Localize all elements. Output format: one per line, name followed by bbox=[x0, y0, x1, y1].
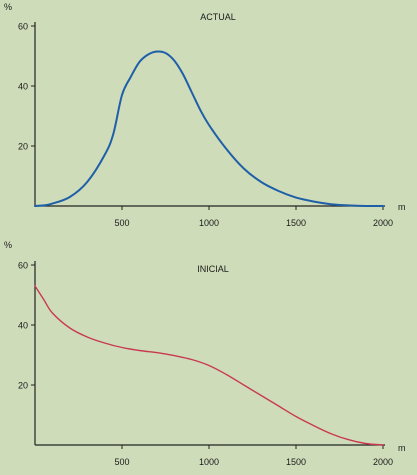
chart-title: INICIAL bbox=[197, 264, 229, 274]
x-tick-label: 1000 bbox=[199, 457, 219, 467]
series-line bbox=[34, 285, 384, 446]
y-axis-label: % bbox=[4, 240, 12, 250]
y-tick-label: 20 bbox=[18, 142, 28, 152]
x-axis-label: m bbox=[398, 443, 406, 453]
y-tick-label: 40 bbox=[18, 321, 28, 331]
series-line bbox=[34, 50, 384, 208]
x-tick-label: 2000 bbox=[373, 218, 393, 228]
y-tick-label: 40 bbox=[18, 82, 28, 92]
y-tick-label: 20 bbox=[18, 381, 28, 391]
x-tick-label: 1000 bbox=[199, 218, 219, 228]
y-tick-label: 60 bbox=[18, 22, 28, 32]
chart-inicial: 20 40 60 500 1000 1500 2000% m INICIAL bbox=[4, 240, 406, 467]
x-tick-label: 500 bbox=[114, 457, 129, 467]
chart-actual: 20 40 60 500 1000 1500 2000% m ACTUAL bbox=[4, 2, 406, 228]
x-axis-label: m bbox=[398, 202, 406, 212]
y-tick-label: 60 bbox=[18, 261, 28, 271]
x-tick-label: 1500 bbox=[286, 457, 306, 467]
x-tick-label: 500 bbox=[114, 218, 129, 228]
y-axis-label: % bbox=[4, 2, 12, 12]
chart-title: ACTUAL bbox=[200, 12, 236, 22]
x-tick-label: 2000 bbox=[373, 457, 393, 467]
x-tick-label: 1500 bbox=[286, 218, 306, 228]
